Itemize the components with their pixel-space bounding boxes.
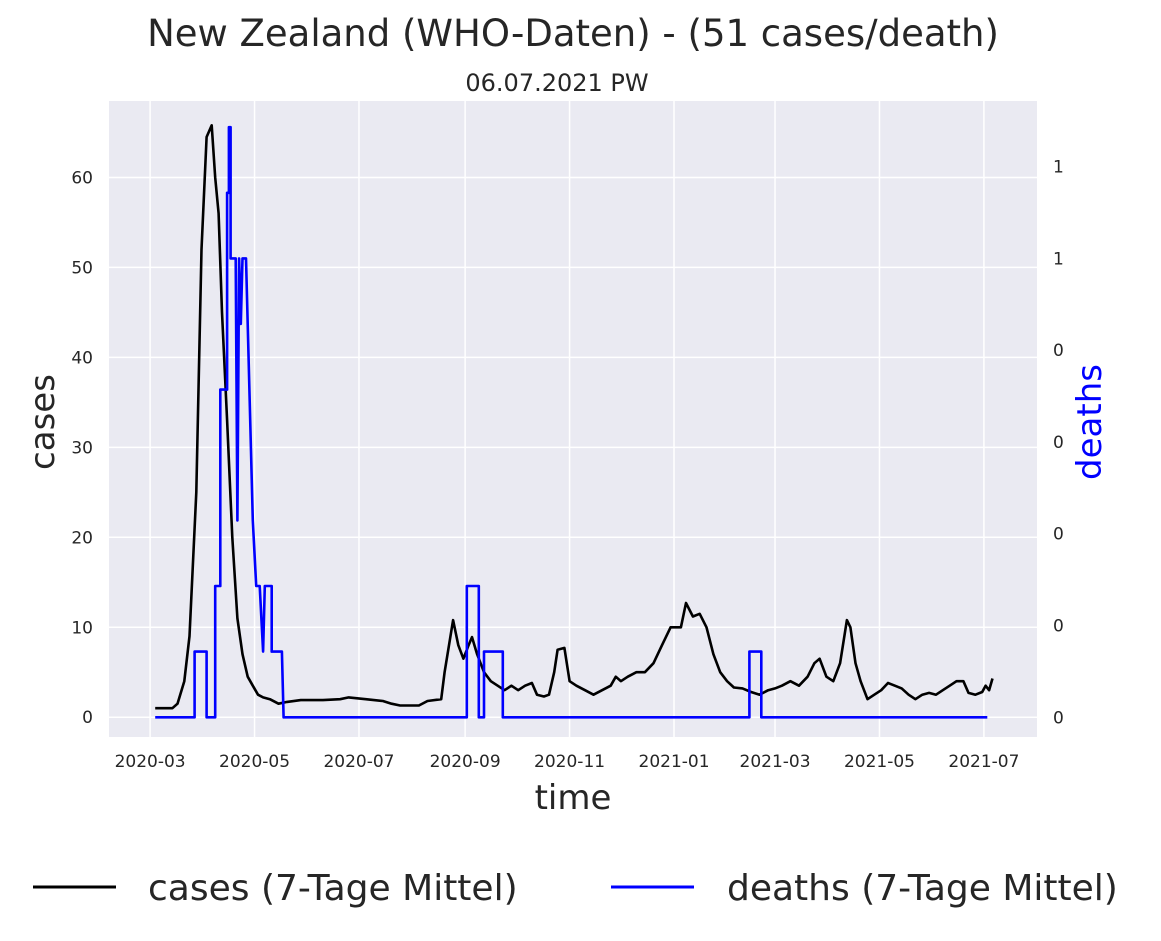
x-tick-label: 2021-01 — [639, 752, 710, 772]
left-axis-ticks: 0 10 20 30 40 50 60 — [71, 168, 93, 728]
y-left-tick-label: 60 — [71, 168, 93, 188]
y-left-tick-label: 40 — [71, 348, 93, 368]
y-right-tick-label: 0 — [1053, 525, 1064, 545]
y-right-tick-label: 0 — [1053, 616, 1064, 636]
x-axis-ticks: 2020-03 2020-05 2020-07 2020-09 2020-11 2021-… — [115, 752, 1020, 772]
y-left-tick-label: 20 — [71, 528, 93, 548]
series-line-deaths — [155, 125, 988, 719]
x-tick-label: 2020-05 — [219, 752, 290, 772]
y-right-tick-label: 1 — [1053, 158, 1064, 178]
x-tick-label: 2021-03 — [740, 752, 811, 772]
y-axis-label-right: deaths — [1070, 364, 1110, 480]
x-tick-label: 2021-05 — [844, 752, 915, 772]
y-left-tick-label: 50 — [71, 258, 93, 278]
y-right-tick-label: 1 — [1053, 249, 1064, 269]
x-axis-label: time — [535, 778, 612, 818]
series-layer — [155, 124, 994, 719]
y-right-tick-label: 0 — [1053, 341, 1064, 361]
x-tick-label: 2020-09 — [430, 752, 501, 772]
plot-area — [109, 101, 1037, 737]
y-right-tick-label: 0 — [1053, 708, 1064, 728]
right-axis-ticks: 0 0 0 0 0 1 1 — [1053, 158, 1064, 729]
y-right-tick-label: 0 — [1053, 433, 1064, 453]
legend-item-deaths: deaths (7-Tage Mittel) — [611, 868, 1118, 909]
chart-subtitle: 06.07.2021 PW — [465, 69, 648, 97]
y-left-tick-label: 0 — [82, 708, 93, 728]
series-line-cases — [155, 124, 994, 710]
y-axis-label-left: cases — [23, 374, 63, 470]
x-tick-label: 2021-07 — [948, 752, 1019, 772]
y-left-tick-label: 30 — [71, 438, 93, 458]
legend-item-cases: cases (7-Tage Mittel) — [33, 868, 518, 909]
x-tick-label: 2020-03 — [115, 752, 186, 772]
legend-label-cases: cases (7-Tage Mittel) — [148, 868, 518, 909]
grid — [109, 101, 1037, 737]
legend: cases (7-Tage Mittel) deaths (7-Tage Mit… — [33, 868, 1118, 909]
x-tick-label: 2020-11 — [534, 752, 605, 772]
chart-title: New Zealand (WHO-Daten) - (51 cases/deat… — [147, 12, 999, 55]
legend-label-deaths: deaths (7-Tage Mittel) — [727, 868, 1118, 909]
y-left-tick-label: 10 — [71, 618, 93, 638]
x-tick-label: 2020-07 — [323, 752, 394, 772]
